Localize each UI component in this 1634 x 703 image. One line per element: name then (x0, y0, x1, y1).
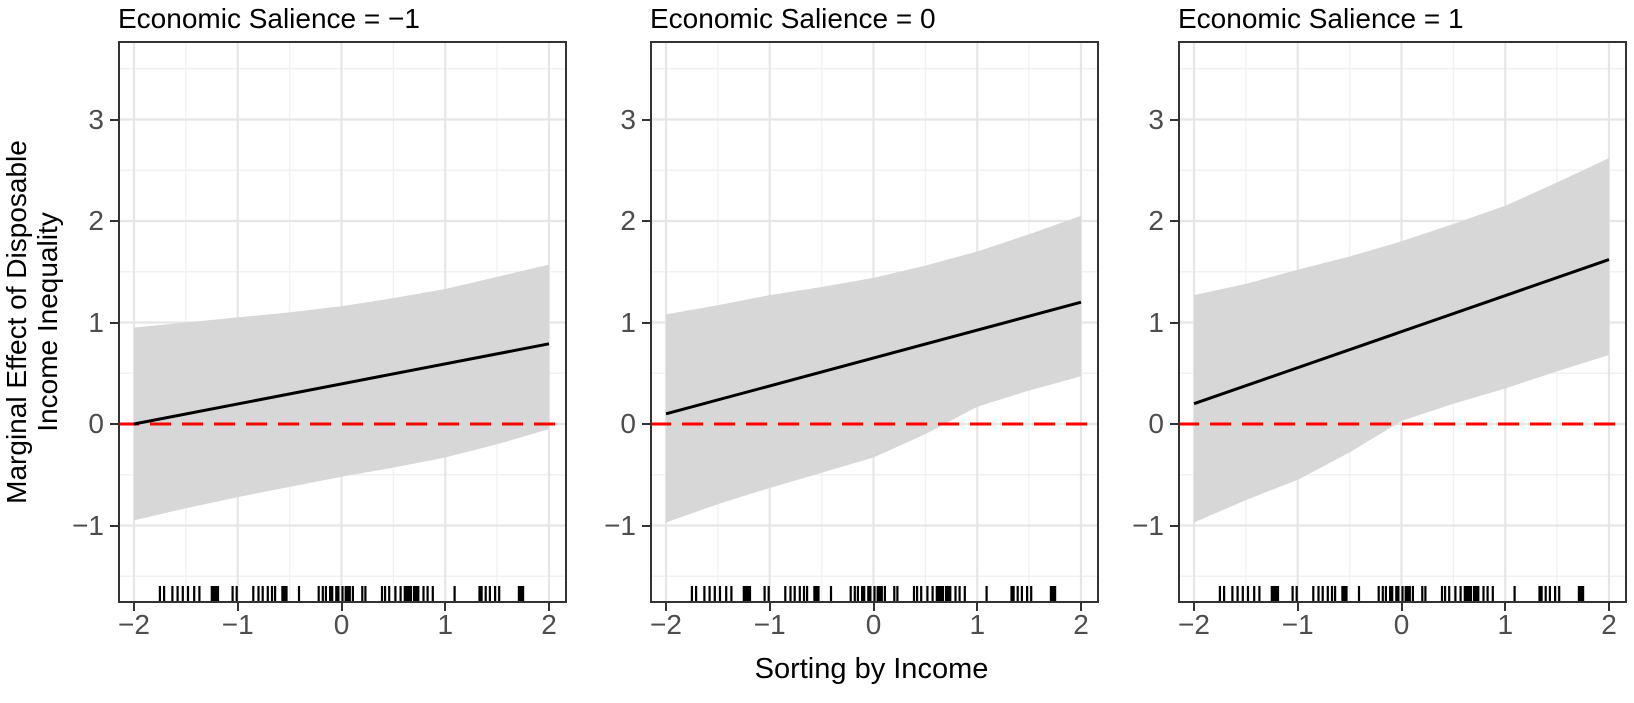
y-tick-label: 2 (1148, 205, 1164, 236)
x-tick-mark (444, 603, 447, 611)
x-tick-mark (1193, 603, 1195, 611)
y-tick-mark (1170, 118, 1178, 121)
y-tick-label: 0 (88, 408, 104, 439)
x-tick-label: 2 (1073, 609, 1089, 640)
y-tick-mark (110, 220, 118, 222)
x-tick-label: −1 (221, 609, 254, 640)
y-tick-label: 3 (88, 103, 104, 135)
plot-panel (118, 41, 567, 603)
x-tick-label: −1 (1281, 609, 1314, 640)
confidence-band (666, 215, 1081, 523)
y-tick-label: 1 (1148, 306, 1164, 338)
y-tick-label: 2 (620, 205, 636, 236)
x-tick-label: −2 (118, 609, 150, 640)
y-tick-mark (642, 220, 650, 222)
confidence-band (134, 264, 549, 521)
x-tick-label: 2 (541, 609, 557, 640)
marginal-effect-line (665, 300, 1082, 416)
y-tick-mark (1170, 321, 1178, 324)
x-tick-label: 0 (1393, 609, 1410, 640)
y-axis-title-line1: Marginal Effect of Disposable (1, 140, 32, 504)
y-tick-label: −1 (72, 509, 104, 541)
y-tick-mark (1170, 220, 1178, 222)
x-tick-label: 1 (1497, 609, 1514, 640)
x-tick-label: 0 (333, 609, 350, 640)
plot-panel (650, 41, 1099, 603)
y-tick-mark (110, 118, 118, 121)
y-tick-label: 1 (620, 306, 636, 338)
x-tick-label: 1 (437, 609, 454, 640)
y-tick-mark (642, 524, 650, 527)
y-tick-label: 2 (88, 205, 104, 236)
y-tick-mark (642, 423, 650, 425)
facet-title: Economic Salience = 0 (650, 3, 936, 34)
y-tick-label: 3 (620, 103, 636, 135)
x-tick-label: −2 (650, 609, 682, 640)
x-tick-mark (1400, 603, 1403, 611)
y-tick-label: −1 (1132, 509, 1164, 541)
y-tick-label: 1 (88, 306, 104, 338)
y-tick-mark (642, 321, 650, 324)
x-tick-label: 1 (969, 609, 986, 640)
y-tick-mark (110, 423, 118, 425)
plot-panel (1178, 41, 1627, 603)
x-tick-mark (976, 603, 979, 611)
facet-title: Economic Salience = 1 (1178, 3, 1464, 34)
x-tick-label: −2 (1178, 609, 1210, 640)
x-axis-title: Sorting by Income (754, 653, 989, 685)
facet-panel-1: Economic Salience = 0 3 2 1 0 −1 −2 −1 0 1 2 (604, 0, 1099, 703)
x-tick-mark (548, 603, 550, 611)
y-tick-mark (110, 321, 118, 324)
x-tick-mark (1080, 603, 1082, 611)
x-tick-label: −1 (753, 609, 786, 640)
rug-marks (158, 586, 525, 602)
facet-panel-2: Economic Salience = 1 3 2 1 0 −1 −2 −1 0 1 2 (1132, 0, 1627, 703)
facet-title: Economic Salience = −1 (118, 3, 420, 34)
y-tick-label: 3 (1148, 103, 1164, 135)
y-tick-mark (1170, 423, 1178, 425)
y-tick-mark (1170, 524, 1178, 527)
x-tick-label: 2 (1601, 609, 1617, 640)
x-tick-mark (340, 603, 343, 611)
x-tick-mark (1504, 603, 1507, 611)
rug-marks (1218, 586, 1585, 602)
x-tick-mark (665, 603, 667, 611)
x-tick-mark (133, 603, 135, 611)
y-tick-label: 0 (620, 408, 636, 439)
y-tick-label: −1 (604, 509, 636, 541)
confidence-band (1194, 158, 1609, 523)
x-tick-mark (872, 603, 875, 611)
y-tick-mark (110, 524, 118, 527)
y-tick-label: 0 (1148, 408, 1164, 439)
marginal-effect-line (1193, 258, 1610, 406)
x-tick-mark (1608, 603, 1610, 611)
x-tick-mark (1296, 603, 1299, 611)
facet-panel-0: Economic Salience = −1 3 2 1 0 −1 −2 −1 0 1 2 (72, 0, 567, 703)
x-tick-label: 0 (865, 609, 882, 640)
x-tick-mark (768, 603, 771, 611)
marginal-effect-line (133, 342, 550, 426)
x-tick-mark (236, 603, 239, 611)
y-tick-mark (642, 118, 650, 121)
rug-marks (690, 586, 1057, 602)
